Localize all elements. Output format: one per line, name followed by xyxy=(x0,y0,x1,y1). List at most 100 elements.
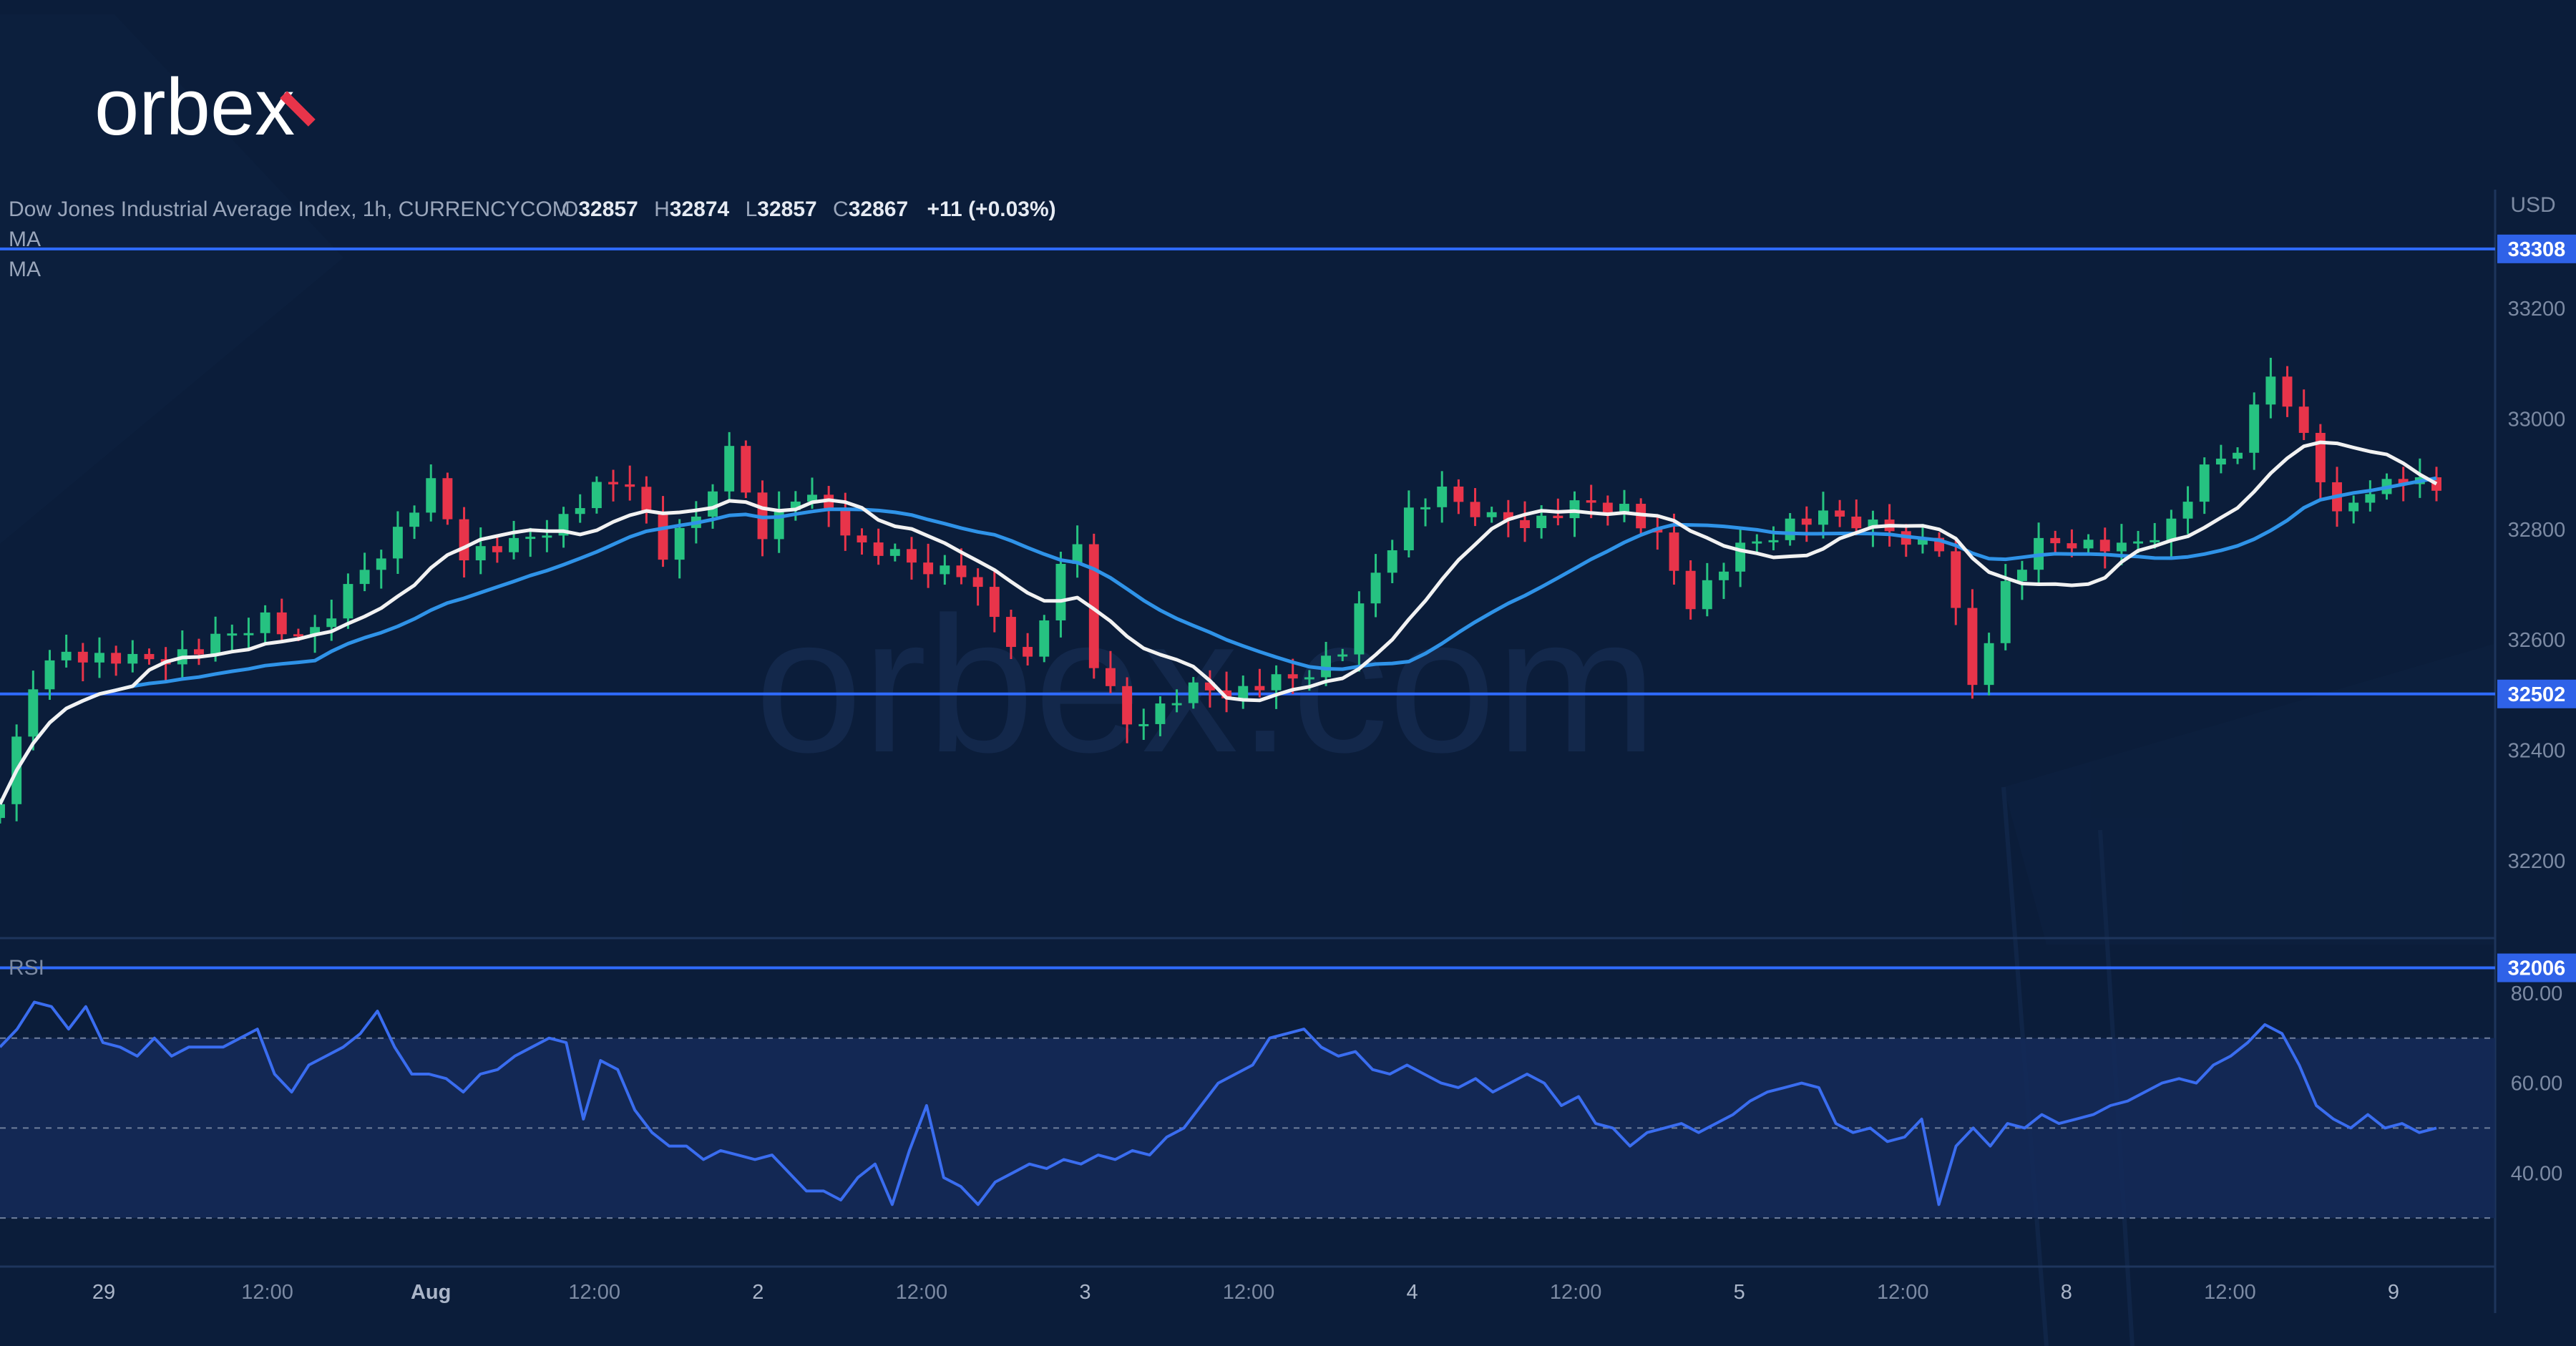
candle-body xyxy=(2116,542,2127,552)
candle-body xyxy=(1122,686,1133,725)
candle-body xyxy=(774,509,784,540)
time-tick-label: 4 xyxy=(1407,1281,1418,1304)
open-value: 32857 xyxy=(578,197,638,221)
background-decoration xyxy=(0,14,2494,1346)
candle-body xyxy=(1785,518,1795,540)
time-tick-label: 2 xyxy=(752,1281,763,1304)
candle-body xyxy=(2315,432,2326,482)
candle-body xyxy=(376,558,386,570)
candle-body xyxy=(1271,674,1282,691)
candle-body xyxy=(1188,682,1199,703)
level-tag-bg xyxy=(2497,953,2576,982)
price-tick-label: 32800 xyxy=(2508,519,2566,542)
candle-body xyxy=(2016,570,2027,582)
candle-body xyxy=(1039,620,1050,657)
candle-body xyxy=(1685,570,1696,610)
level-tag-label: 32006 xyxy=(2508,957,2566,980)
candle-body xyxy=(2083,540,2094,549)
candle-body xyxy=(1835,510,1845,517)
time-tick-label: Aug xyxy=(411,1281,451,1304)
candle-body xyxy=(625,484,635,487)
price-pane: 33200 33000 32800 32600 32400 32200 33308 3250… xyxy=(0,234,2576,982)
candle-body xyxy=(1088,544,1099,668)
candle-body xyxy=(1486,512,1497,517)
candle-body xyxy=(276,612,287,635)
candle-body xyxy=(2166,518,2177,540)
candle-body xyxy=(1818,510,1828,525)
candle-body xyxy=(1951,551,1961,608)
candle-body xyxy=(2215,458,2226,465)
close-value: 32867 xyxy=(849,197,908,221)
candle-body xyxy=(2233,452,2243,459)
candle-body xyxy=(1437,486,1448,507)
time-tick-label: 12:00 xyxy=(1550,1281,1602,1304)
price-tick-label: 32200 xyxy=(2508,850,2566,873)
level-tag-label: 33308 xyxy=(2508,238,2566,261)
ma-indicator-2: MA xyxy=(9,258,41,281)
candle-body xyxy=(2199,464,2210,502)
time-tick-label: 12:00 xyxy=(896,1281,948,1304)
candle-body xyxy=(243,633,254,635)
low-label: L xyxy=(746,197,758,221)
time-tick-label: 8 xyxy=(2061,1281,2072,1304)
chart-legend: Dow Jones Industrial Average Index, 1h, … xyxy=(9,197,1056,281)
candle-body xyxy=(2000,581,2011,643)
candle-body xyxy=(1370,572,1381,604)
candle-body xyxy=(1702,580,1712,610)
candle-body xyxy=(2249,404,2260,453)
candle-body xyxy=(1337,654,1348,657)
candle-body xyxy=(940,565,950,575)
candle-body xyxy=(2398,479,2409,484)
rsi-tick-label: 80.00 xyxy=(2511,982,2563,1005)
candle-body xyxy=(194,649,204,655)
orbex-logo: orbex xyxy=(94,62,316,152)
candle-body xyxy=(111,653,122,664)
time-tick-label: 9 xyxy=(2388,1281,2399,1304)
candle-body xyxy=(1503,512,1513,520)
candle-body xyxy=(857,535,867,543)
time-tick-label: 12:00 xyxy=(1223,1281,1275,1304)
candle-body xyxy=(1801,518,1812,525)
symbol-label: Dow Jones Industrial Average Index, 1h, … xyxy=(9,197,570,221)
candle-body xyxy=(2150,540,2160,542)
candle-body xyxy=(658,513,668,560)
candle-body xyxy=(1321,655,1332,678)
candle-body xyxy=(1520,520,1530,528)
time-tick-label: 12:00 xyxy=(568,1281,620,1304)
candle-body xyxy=(956,565,967,577)
candle-body xyxy=(442,478,453,520)
candle-body xyxy=(674,527,685,560)
level-price-tags: 33308 32502 32006 xyxy=(2497,234,2576,982)
candle-body xyxy=(1387,550,1397,573)
open-label: O xyxy=(562,197,578,221)
candle-body xyxy=(1023,647,1033,657)
candle-body xyxy=(1238,686,1249,698)
candle-body xyxy=(741,446,751,493)
price-tick-label: 32400 xyxy=(2508,740,2566,763)
ma-slow-line xyxy=(0,476,2437,805)
candle-body xyxy=(2050,537,2061,544)
candle-body xyxy=(1105,668,1116,686)
rsi-pane: 80.00 60.00 40.00 RSI xyxy=(0,956,2563,1219)
candlesticks xyxy=(0,358,2441,824)
candle-body xyxy=(1155,703,1166,724)
rsi-series xyxy=(0,1000,2437,1206)
candle-body xyxy=(923,562,934,575)
price-axis-ticks: 33200 33000 32800 32600 32400 32200 xyxy=(2508,298,2566,873)
time-tick-label: 3 xyxy=(1079,1281,1091,1304)
candle-body xyxy=(1138,723,1149,726)
candle-body xyxy=(1470,502,1480,517)
moving-averages xyxy=(0,440,2438,805)
candle-body xyxy=(260,612,270,633)
candle-body xyxy=(591,482,602,509)
high-value: 32874 xyxy=(670,197,730,221)
rsi-line xyxy=(0,1000,2437,1206)
ma-indicator-1: MA xyxy=(9,228,41,251)
rsi-tick-label: 60.00 xyxy=(2511,1073,2563,1096)
candle-body xyxy=(525,537,536,540)
candle-body xyxy=(2133,541,2144,544)
candle-body xyxy=(144,653,155,660)
candle-body xyxy=(907,549,917,563)
candle-body xyxy=(708,491,718,517)
